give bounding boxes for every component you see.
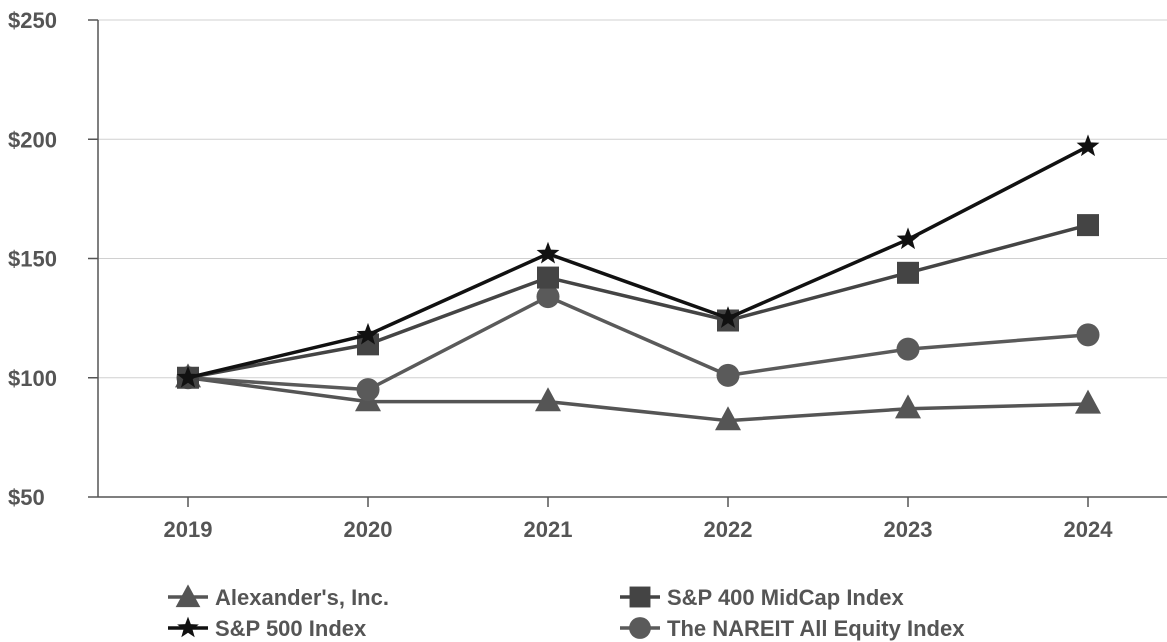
x-tick-label: 2022 <box>704 517 753 542</box>
legend-swatch-square <box>629 586 651 608</box>
legend-label: S&P 500 Index <box>215 616 367 641</box>
x-tick-label: 2023 <box>884 517 933 542</box>
series-star <box>176 134 1100 388</box>
data-point-triangle <box>535 387 561 412</box>
data-point-square <box>1077 214 1099 237</box>
series-line <box>187 144 1089 380</box>
x-tick-label: 2020 <box>344 517 393 542</box>
data-point-star <box>1076 134 1100 157</box>
data-point-star <box>176 365 200 388</box>
y-axis-ticks: $50 $100 $150 $200 $250 <box>8 8 98 510</box>
legend-swatch-circle <box>629 617 651 639</box>
data-point-triangle <box>895 394 921 419</box>
data-point-circle <box>716 363 740 387</box>
legend-label: S&P 400 MidCap Index <box>667 585 905 610</box>
data-point-star <box>536 241 560 264</box>
data-point-circle <box>896 337 920 361</box>
data-point-square <box>357 333 379 356</box>
data-point-circle <box>356 378 380 402</box>
data-point-circle <box>536 285 560 309</box>
y-tick-label: $200 <box>8 127 57 152</box>
legend-item: S&P 400 MidCap Index <box>620 585 905 610</box>
series-line <box>187 376 1089 423</box>
series-line <box>187 294 1089 392</box>
data-point-star <box>356 322 380 345</box>
data-point-star <box>716 306 740 328</box>
x-axis-ticks: 2019 2020 2021 2022 2023 2024 <box>164 497 1114 542</box>
series-triangle <box>175 363 1101 431</box>
legend-item: The NAREIT All Equity Index <box>620 616 965 641</box>
legend-label: Alexander's, Inc. <box>215 585 389 610</box>
y-tick-label: $50 <box>8 485 45 510</box>
data-point-circle <box>1076 323 1100 347</box>
y-tick-label: $250 <box>8 8 57 33</box>
data-point-star <box>896 227 920 250</box>
data-point-square <box>537 266 559 289</box>
data-point-triangle <box>1075 389 1101 414</box>
x-tick-label: 2019 <box>164 517 213 542</box>
legend-item: S&P 500 Index <box>168 616 367 641</box>
data-point-triangle <box>715 406 741 431</box>
series-line <box>187 223 1089 380</box>
legend-swatch-star <box>177 616 199 638</box>
x-tick-label: 2021 <box>524 517 573 542</box>
legend-label: The NAREIT All Equity Index <box>667 616 965 641</box>
x-tick-label: 2024 <box>1064 517 1114 542</box>
legend-item: Alexander's, Inc. <box>168 584 389 610</box>
series-group <box>175 134 1101 431</box>
legend: Alexander's, Inc. S&P 400 MidCap Index S&P… <box>168 584 965 641</box>
y-tick-label: $150 <box>8 247 57 272</box>
y-tick-label: $100 <box>8 366 57 391</box>
data-point-square <box>897 261 919 284</box>
legend-swatch-triangle <box>175 584 201 608</box>
series-circle <box>176 285 1100 402</box>
grid-lines <box>98 19 1167 379</box>
series-square <box>177 214 1099 389</box>
